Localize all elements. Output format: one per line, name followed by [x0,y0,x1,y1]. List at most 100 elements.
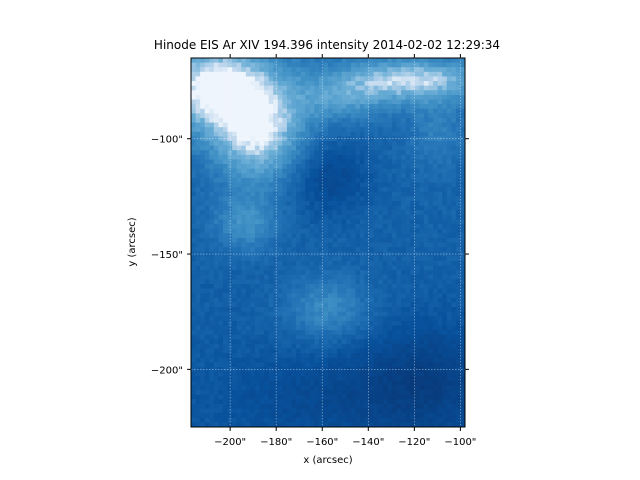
heatmap-cell [305,357,311,364]
heatmap-cell [442,164,448,170]
heatmap-cell [355,182,361,188]
heatmap-cell [355,205,361,211]
heatmap-cell [241,228,247,234]
heatmap-cell [241,127,247,133]
heatmap-cell [273,288,279,294]
heatmap-cell [213,293,219,299]
heatmap-cell [209,81,215,87]
heatmap-cell [323,145,329,151]
heatmap-cell [369,214,375,221]
heatmap-cell [291,330,297,336]
heatmap-cell [405,191,411,197]
heatmap-cell [222,141,229,147]
heatmap-cell [423,316,430,322]
heatmap-cell [460,307,465,313]
heatmap-cell [423,122,430,128]
heatmap-cell [373,376,379,382]
heatmap-cell [341,219,347,225]
heatmap-cell [396,141,402,147]
heatmap-cell [209,362,215,368]
heatmap-cell [191,320,197,327]
heatmap-cell [277,94,283,101]
heatmap-cell [309,154,315,161]
heatmap-cell [433,380,439,387]
heatmap-cell [378,390,384,396]
heatmap-cell [323,357,329,364]
heatmap-cell [323,228,329,234]
heatmap-cell [442,334,448,340]
heatmap-cell [442,270,448,276]
heatmap-cell [296,219,302,225]
heatmap-cell [433,219,439,225]
heatmap-cell [213,168,219,174]
heatmap-cell [209,159,215,165]
heatmap-cell [277,343,283,350]
heatmap-cell [204,302,210,308]
heatmap-cell [428,348,434,354]
heatmap-cell [268,413,274,419]
heatmap-cell [195,196,201,202]
heatmap-cell [405,219,411,225]
heatmap-cell [401,141,407,147]
heatmap-cell [423,113,430,119]
heatmap-cell [305,173,311,179]
heatmap-cell [268,357,274,364]
heatmap-cell [268,58,274,64]
heatmap-cell [401,164,407,170]
heatmap-cell [396,417,402,423]
heatmap-cell [396,85,402,91]
heatmap-cell [455,182,462,188]
heatmap-cell [318,399,325,405]
heatmap-cell [423,399,430,405]
heatmap-cell [355,187,361,193]
heatmap-cell [273,104,279,110]
heatmap-cell [200,256,206,262]
heatmap-cell [410,210,416,216]
heatmap-cell [391,330,398,336]
heatmap-cell [442,94,448,101]
heatmap-cell [341,168,347,174]
heatmap-cell [423,205,430,211]
heatmap-cell [423,228,430,234]
heatmap-cell [341,320,347,327]
heatmap-cell [191,127,197,133]
heatmap-cell [286,251,293,257]
heatmap-cell [378,334,384,340]
heatmap-cell [396,62,402,68]
heatmap-cell [373,394,379,400]
heatmap-cell [268,196,274,202]
heatmap-cell [314,362,320,368]
heatmap-cell [369,348,375,354]
heatmap-cell [428,94,434,101]
heatmap-cell [391,256,398,262]
heatmap-cell [200,376,206,382]
heatmap-cell [369,302,375,308]
heatmap-cell [341,367,347,373]
heatmap-cell [305,58,311,64]
heatmap-cell [433,136,439,142]
heatmap-cell [236,288,242,294]
heatmap-cell [373,99,379,105]
heatmap-cell [437,247,443,253]
heatmap-cell [305,334,311,340]
heatmap-cell [382,136,388,142]
heatmap-cell [286,76,293,82]
heatmap-cell [332,302,338,308]
heatmap-cell [328,334,334,340]
heatmap-cell [305,233,311,239]
heatmap-cell [305,191,311,197]
heatmap-cell [204,168,210,174]
heatmap-cell [191,168,197,174]
heatmap-cell [405,297,411,304]
heatmap-cell [305,67,311,73]
heatmap-cell [264,182,270,188]
heatmap-cell [245,380,251,387]
heatmap-cell [364,113,370,119]
heatmap-cell [346,279,352,285]
heatmap-cell [195,311,201,317]
heatmap-cell [446,127,452,133]
heatmap-cell [314,150,320,156]
heatmap-cell [318,316,325,322]
heatmap-cell [209,71,215,78]
heatmap-cell [232,214,238,221]
